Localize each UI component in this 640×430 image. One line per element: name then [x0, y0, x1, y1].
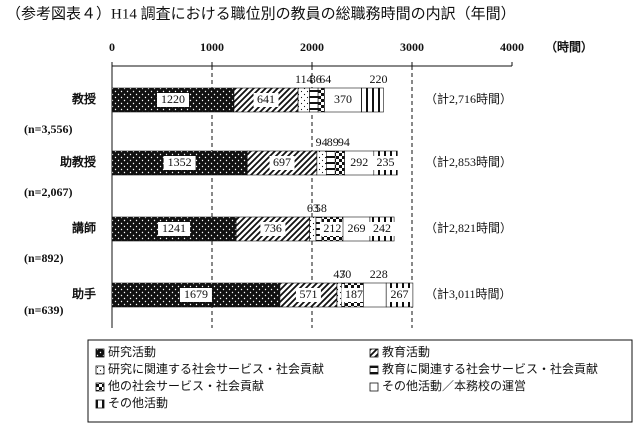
bar-segment [336, 282, 342, 308]
bar-segment [363, 282, 387, 308]
label-bg [269, 156, 295, 170]
label-bg [157, 93, 189, 107]
value-label: 94 [316, 135, 328, 149]
bar-segment [309, 87, 319, 113]
legend-label: 他の社会サービス・社会貢献 [108, 378, 264, 393]
legend-swatch [95, 365, 105, 375]
value-label: 269 [347, 221, 365, 235]
value-label: 220 [370, 72, 388, 86]
x-tick-label: 4000 [500, 40, 524, 54]
total-label: （計3,011時間） [425, 286, 512, 301]
value-label: 86 [310, 72, 322, 86]
value-label: 267 [391, 287, 409, 301]
value-label: 242 [373, 221, 391, 235]
legend-label: その他活動 [108, 396, 168, 410]
n-label: (n=2,067) [24, 185, 73, 199]
total-label: （計2,716時間） [425, 91, 512, 106]
legend-label: 研究活動 [108, 344, 156, 359]
bar-segment [309, 216, 317, 242]
value-label: 30 [339, 267, 351, 281]
value-label: 187 [345, 287, 363, 301]
legend-label: その他活動／本務校の運営 [382, 378, 526, 393]
legend-swatch [95, 382, 105, 392]
x-tick-label: 3000 [400, 40, 424, 54]
label-bg [319, 222, 345, 236]
label-bg [330, 93, 356, 107]
n-label: (n=892) [24, 251, 64, 265]
category-label: 助手 [72, 286, 96, 301]
value-label: 571 [299, 287, 317, 301]
value-label: 1352 [168, 155, 192, 169]
label-bg [253, 93, 279, 107]
label-bg [387, 288, 413, 302]
legend-box [87, 339, 633, 423]
label-bg [369, 222, 395, 236]
value-label: 697 [273, 155, 291, 169]
value-label: 736 [264, 221, 282, 235]
label-bg [373, 156, 399, 170]
legend-swatch [95, 348, 105, 358]
value-label: 89 [327, 135, 339, 149]
legend-swatch [369, 348, 379, 358]
value-label: 641 [257, 92, 275, 106]
x-tick-label: 0 [109, 40, 115, 54]
legend-swatch [369, 365, 379, 375]
x-tick-label: 1000 [200, 40, 224, 54]
total-label: （計2,821時間） [425, 220, 512, 235]
legend-swatch [369, 382, 379, 392]
value-label: 1241 [162, 221, 186, 235]
bar-segment [297, 87, 310, 113]
n-label: (n=3,556) [24, 122, 73, 136]
value-label: 64 [319, 72, 331, 86]
legend-label: 教育に関連する社会サービス・社会貢献 [382, 361, 598, 376]
legend-label: 研究に関連する社会サービス・社会貢献 [108, 361, 324, 376]
label-bg [346, 156, 372, 170]
total-label: （計2,853時間） [425, 154, 512, 169]
value-label: 47 [333, 267, 345, 281]
bar-segment [317, 87, 325, 113]
bar-segment [325, 150, 336, 176]
label-bg [163, 156, 196, 170]
legend-label: 教育活動 [382, 344, 430, 359]
value-label: 94 [338, 135, 350, 149]
chart-title: （参考図表４）H14 調査における職位別の教員の総職務時間の内訳（年間） [6, 5, 516, 22]
legend-swatch [95, 399, 105, 409]
value-label: 212 [323, 221, 341, 235]
category-label: 教授 [71, 91, 97, 106]
value-label: 58 [315, 201, 327, 215]
value-label: 235 [377, 155, 395, 169]
bar-segment [361, 87, 384, 113]
label-bg [179, 288, 212, 302]
label-bg [343, 222, 369, 236]
value-label: 370 [334, 92, 352, 106]
n-label: (n=639) [24, 303, 64, 317]
bar-segment [316, 150, 327, 176]
x-tick-label: 2000 [300, 40, 324, 54]
label-bg [158, 222, 191, 236]
value-label: 292 [350, 155, 368, 169]
value-label: 1679 [184, 287, 208, 301]
value-label: 228 [370, 267, 388, 281]
value-label: 63 [307, 201, 319, 215]
x-unit: （時間） [545, 39, 593, 54]
label-bg [260, 222, 286, 236]
label-bg [341, 288, 367, 302]
label-bg [295, 288, 321, 302]
bar-segment [334, 150, 345, 176]
value-label: 1220 [161, 92, 185, 106]
category-label: 講師 [72, 220, 96, 235]
category-label: 助教授 [60, 154, 97, 169]
value-label: 114 [295, 72, 313, 86]
